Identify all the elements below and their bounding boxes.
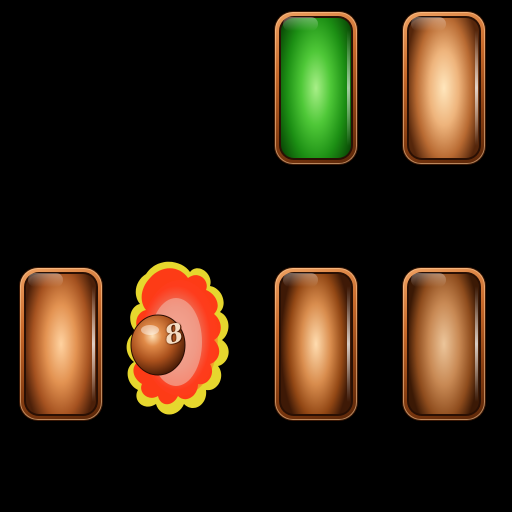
- tile-face: [409, 18, 479, 158]
- tile-face: [26, 274, 96, 414]
- tile[interactable]: [403, 12, 485, 164]
- fire-icon: [126, 261, 229, 415]
- tile-face-green: [281, 18, 351, 158]
- tile-face: [281, 274, 351, 414]
- flaming-ball[interactable]: 8: [118, 252, 243, 427]
- tile[interactable]: [275, 268, 357, 420]
- tile-highlighted[interactable]: [275, 12, 357, 164]
- tile[interactable]: [20, 268, 102, 420]
- tile-face: [409, 274, 479, 414]
- tile[interactable]: [403, 268, 485, 420]
